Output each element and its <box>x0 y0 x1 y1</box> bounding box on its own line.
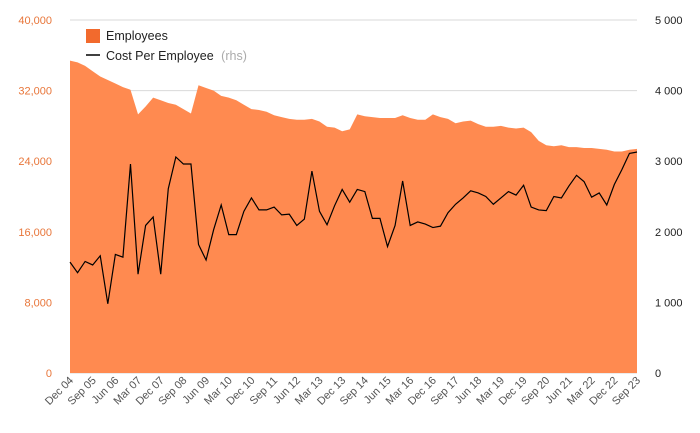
left-tick-label: 8,000 <box>24 297 52 309</box>
left-tick-label: 16,000 <box>18 227 52 239</box>
left-tick-label: 0 <box>46 368 52 380</box>
right-tick-label: 4 000 <box>655 86 683 98</box>
right-tick-label: 3 000 <box>655 156 683 168</box>
legend: Employees Cost Per Employee (rhs) <box>86 29 247 63</box>
legend-label-cost: Cost Per Employee <box>106 49 214 63</box>
right-tick-label: 5 000 <box>655 15 683 27</box>
right-tick-label: 0 <box>655 368 661 380</box>
legend-swatch-employees <box>86 29 100 43</box>
legend-label-cost-note: (rhs) <box>221 49 247 63</box>
legend-label-cost-group: Cost Per Employee (rhs) <box>106 49 247 63</box>
left-tick-label: 24,000 <box>18 156 52 168</box>
cost-per-employee-line <box>69 151 638 304</box>
legend-label-employees: Employees <box>106 29 168 43</box>
left-tick-label: 40,000 <box>18 15 52 27</box>
left-tick-label: 32,000 <box>18 86 52 98</box>
employees-area <box>70 60 637 374</box>
left-axis: 0 8,000 16,000 24,000 32,000 40,000 <box>18 15 52 380</box>
right-tick-label: 1 000 <box>655 297 683 309</box>
right-axis: 0 1 000 2 000 3 000 4 000 5 000 <box>655 15 683 380</box>
right-tick-label: 2 000 <box>655 227 683 239</box>
